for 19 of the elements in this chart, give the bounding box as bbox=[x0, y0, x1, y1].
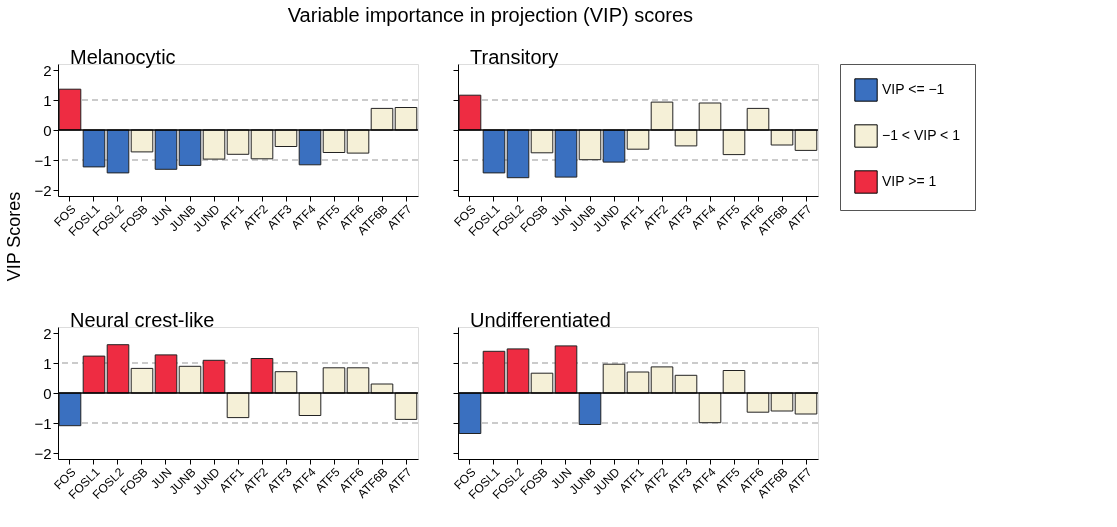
y-tick-label: 0 bbox=[43, 384, 52, 402]
y-tick-label: −2 bbox=[34, 444, 52, 462]
y-tick-label: −1 bbox=[34, 151, 52, 169]
y-axis-title: VIP Scores bbox=[4, 191, 25, 282]
y-tick-label: 0 bbox=[43, 121, 52, 139]
legend-label: VIP <= −1 bbox=[882, 81, 945, 97]
y-tick-label: 1 bbox=[43, 91, 52, 109]
text: Variable importance in projection (VIP) scores bbox=[287, 3, 694, 26]
y-tick-label: 2 bbox=[43, 324, 52, 342]
annotation: Neural crest-like bbox=[70, 309, 215, 331]
annotation: Melanocytic bbox=[70, 46, 176, 68]
y-tick-label: 1 bbox=[43, 354, 52, 372]
legend-label: −1 < VIP < 1 bbox=[882, 127, 961, 143]
annotation: Transitory bbox=[470, 46, 559, 68]
annotation: Undifferentiated bbox=[470, 309, 611, 331]
legend-label: VIP >= 1 bbox=[882, 173, 937, 189]
y-tick-label: 2 bbox=[43, 61, 52, 79]
y-tick-label: −1 bbox=[34, 414, 52, 432]
y-tick-label: −2 bbox=[34, 181, 52, 199]
